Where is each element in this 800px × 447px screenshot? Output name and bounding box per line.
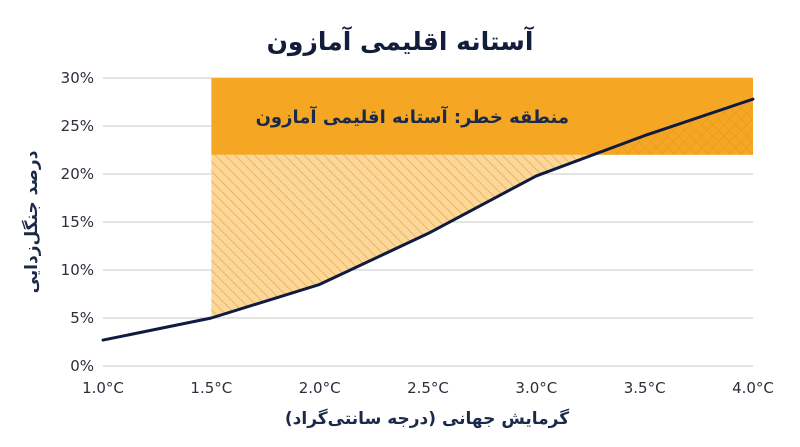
series-line xyxy=(101,97,755,342)
x-tick-label: 4.0°C xyxy=(732,379,774,397)
y-tick-label: 5% xyxy=(70,309,94,327)
x-axis-label: گرمایش جهانی (درجه سانتی‌گراد) xyxy=(285,408,569,429)
y-tick-label: 30% xyxy=(61,69,94,87)
series-layer xyxy=(101,97,755,342)
y-axis-label: درصد جنگل‌زدایی xyxy=(21,150,42,293)
y-tick-label: 15% xyxy=(61,213,94,231)
danger-zone-label: منطقه خطر: آستانه اقلیمی آمازون xyxy=(256,105,569,128)
y-tick-label: 0% xyxy=(70,357,94,375)
x-tick-label: 3.5°C xyxy=(624,379,666,397)
y-tick-label: 10% xyxy=(61,261,94,279)
y-tick-label: 20% xyxy=(61,165,94,183)
x-tick-label: 1.5°C xyxy=(190,379,232,397)
x-tick-label: 2.5°C xyxy=(407,379,449,397)
hatched-region-pattern xyxy=(211,154,594,318)
x-tick-label: 2.0°C xyxy=(299,379,341,397)
x-axis-ticks: 1.0°C 1.5°C 2.0°C 2.5°C 3.0°C 3.5°C 4.0°C xyxy=(82,379,774,397)
x-tick-label: 3.0°C xyxy=(515,379,557,397)
y-tick-label: 25% xyxy=(61,117,94,135)
chart-title: آستانه اقلیمی آمازون xyxy=(267,26,535,57)
x-tick-label: 1.0°C xyxy=(82,379,124,397)
y-axis-ticks: 0% 5% 10% 15% 20% 25% 30% xyxy=(61,69,94,375)
